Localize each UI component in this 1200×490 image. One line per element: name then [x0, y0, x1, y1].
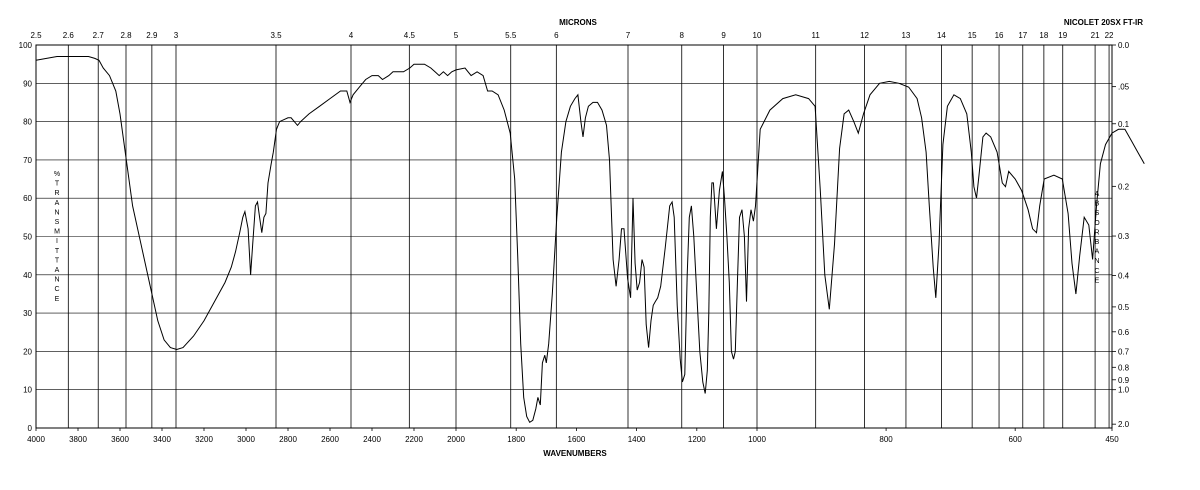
plot-frame — [35, 44, 1113, 429]
micron-tick-label: 13 — [901, 31, 910, 40]
transmittance-tick-label: 80 — [23, 118, 32, 127]
wavenumber-tick-label: 3200 — [195, 435, 213, 444]
micron-tick-label: 16 — [995, 31, 1004, 40]
absorbance-axis: 0.0 .05 0.1 0.2 0.3 0.4 0.5 0.6 0.7 0.8 0.91.0 2.0 — [1112, 41, 1130, 429]
absorbance-tick-label: 0.5 — [1118, 303, 1130, 312]
wavenumber-tick-label: 2800 — [279, 435, 297, 444]
absorbance-tick-label: 1.0 — [1118, 386, 1130, 395]
absorbance-tick-label: 0.8 — [1118, 363, 1130, 372]
wavenumber-tick-label: 3400 — [153, 435, 171, 444]
micron-tick-label: 3 — [174, 31, 179, 40]
absorbance-tick-label: 0.3 — [1118, 232, 1130, 241]
absorbance-tick-label: 0.2 — [1118, 182, 1130, 191]
transmittance-tick-label: 30 — [23, 309, 32, 318]
transmittance-tick-label: 0 — [28, 424, 33, 433]
wavenumber-tick-label: 1800 — [507, 435, 525, 444]
absorbance-tick-label: .05 — [1118, 83, 1130, 92]
micron-tick-label: 19 — [1058, 31, 1067, 40]
wavenumber-tick-label: 1600 — [568, 435, 586, 444]
wavenumber-tick-label: 450 — [1105, 435, 1119, 444]
transmittance-tick-label: 90 — [23, 79, 32, 88]
wavenumber-tick-label: 3800 — [69, 435, 87, 444]
wavenumber-tick-label: 600 — [1009, 435, 1023, 444]
micron-tick-label: 15 — [968, 31, 977, 40]
transmittance-tick-label: 40 — [23, 271, 32, 280]
y-axis-label-left: % T R A N S M I T T A N C E — [54, 171, 60, 303]
wavenumber-tick-label: 800 — [879, 435, 893, 444]
micron-tick-label: 2.7 — [93, 31, 105, 40]
micron-tick-label: 3.5 — [270, 31, 282, 40]
absorbance-tick-label: 0.9 — [1118, 376, 1130, 385]
micron-tick-label: 5.5 — [505, 31, 517, 40]
micron-tick-label: 2.5 — [30, 31, 42, 40]
micron-tick-label: 18 — [1039, 31, 1048, 40]
wavenumber-axis: 4000 3800 3600 3400 3200 3000 2800 2600 2400 2200… — [27, 428, 1119, 444]
micron-tick-label: 4.5 — [404, 31, 416, 40]
absorbance-tick-label: 2.0 — [1118, 420, 1130, 429]
micron-tick-label: 2.8 — [120, 31, 132, 40]
micron-axis: 2.5 2.6 2.7 2.8 2.9 3 3.5 4 4.5 5 5.5 6 7 8 9 10 11 12 13 1… — [30, 31, 1114, 40]
micron-tick-label: 11 — [812, 31, 821, 40]
micron-tick-label: 12 — [860, 31, 869, 40]
transmittance-tick-label: 60 — [23, 194, 32, 203]
micron-tick-label: 2.6 — [63, 31, 75, 40]
micron-tick-label: 8 — [680, 31, 685, 40]
micron-tick-label: 2.9 — [146, 31, 158, 40]
wavenumber-tick-label: 1400 — [628, 435, 646, 444]
micron-tick-label: 5 — [454, 31, 459, 40]
micron-tick-label: 21 — [1091, 31, 1100, 40]
absorbance-tick-label: 0.0 — [1118, 41, 1130, 50]
transmittance-tick-label: 50 — [23, 233, 32, 242]
micron-tick-label: 4 — [349, 31, 354, 40]
absorbance-tick-label: 0.1 — [1118, 120, 1130, 129]
transmittance-axis: 0 10 20 30 40 50 60 70 80 90 100 — [19, 41, 33, 433]
absorbance-tick-label: 0.7 — [1118, 348, 1130, 357]
grid-lines — [35, 44, 1112, 429]
wavenumber-tick-label: 3600 — [111, 435, 129, 444]
micron-tick-label: 10 — [753, 31, 762, 40]
transmittance-tick-label: 100 — [19, 41, 33, 50]
spectrum-line — [35, 56, 1145, 424]
transmittance-tick-label: 20 — [23, 347, 32, 356]
wavenumber-tick-label: 2400 — [363, 435, 381, 444]
micron-tick-label: 14 — [937, 31, 946, 40]
wavenumber-tick-label: 4000 — [27, 435, 45, 444]
wavenumber-tick-label: 2600 — [321, 435, 339, 444]
chart-title: MICRONS — [559, 18, 597, 27]
micron-tick-label: 17 — [1018, 31, 1027, 40]
instrument-label: NICOLET 20SX FT-IR — [1064, 18, 1143, 27]
wavenumber-tick-label: 3000 — [237, 435, 255, 444]
micron-tick-label: 9 — [721, 31, 726, 40]
absorbance-tick-label: 0.6 — [1118, 328, 1130, 337]
transmittance-tick-label: 10 — [23, 386, 32, 395]
micron-tick-label: 22 — [1105, 31, 1114, 40]
micron-tick-label: 7 — [626, 31, 631, 40]
x-axis-label: WAVENUMBERS — [543, 449, 607, 458]
transmittance-tick-label: 70 — [23, 156, 32, 165]
micron-tick-label: 6 — [554, 31, 559, 40]
wavenumber-tick-label: 1000 — [748, 435, 766, 444]
absorbance-tick-label: 0.4 — [1118, 272, 1130, 281]
wavenumber-tick-label: 2000 — [447, 435, 465, 444]
wavenumber-tick-label: 2200 — [405, 435, 423, 444]
wavenumber-tick-label: 1200 — [688, 435, 706, 444]
